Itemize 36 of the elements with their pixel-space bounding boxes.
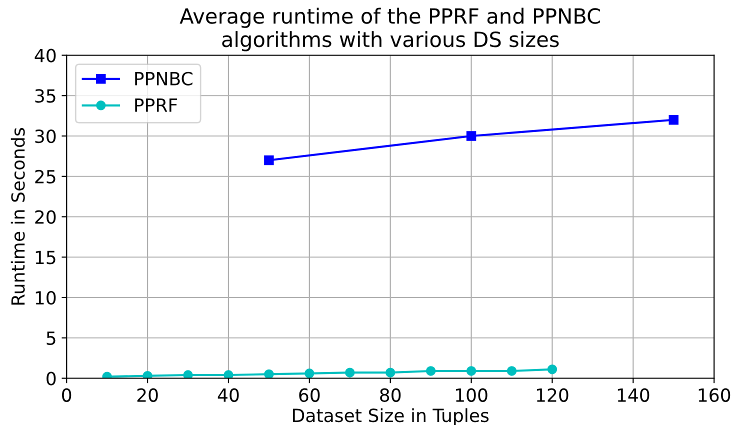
point <box>264 369 274 378</box>
x-tick-label: 20 <box>137 388 158 402</box>
point <box>142 370 152 378</box>
y-tick-label: 5 <box>46 332 56 345</box>
point <box>466 366 476 376</box>
point <box>304 368 314 378</box>
point <box>668 114 678 125</box>
y-tick-label: 40 <box>34 48 56 62</box>
point <box>345 368 355 378</box>
y-tick-label: 25 <box>35 170 56 184</box>
point <box>264 155 274 166</box>
point <box>224 370 234 378</box>
x-tick-label: 100 <box>456 388 488 402</box>
legend-label: PPRF <box>135 98 178 112</box>
point <box>183 370 193 378</box>
y-tick-label: 15 <box>36 250 56 264</box>
chart-title: Average runtime of the PPRF and PPNBC algorithms with various DS sizes <box>180 8 600 52</box>
x-tick-label: 0 <box>62 388 72 402</box>
point <box>426 366 436 376</box>
y-tick-label: 10 <box>36 290 56 305</box>
x-tick-label: 80 <box>380 388 401 402</box>
point <box>547 364 558 374</box>
x-tick-label: 60 <box>299 388 320 402</box>
point <box>466 131 476 141</box>
point <box>506 366 517 376</box>
legend-label: PPNBC <box>135 72 192 86</box>
x-tick-label: 160 <box>698 388 730 402</box>
y-axis-title: Runtime in Seconds <box>10 128 25 305</box>
x-tick-label: 40 <box>218 388 239 402</box>
x-tick-label: 120 <box>536 388 568 402</box>
y-tick-label: 35 <box>35 89 56 103</box>
x-tick-label: 140 <box>618 388 650 402</box>
y-tick-label: 0 <box>46 372 56 386</box>
y-tick-label: 20 <box>35 210 56 224</box>
y-tick-label: 30 <box>35 129 56 144</box>
point <box>385 368 396 378</box>
